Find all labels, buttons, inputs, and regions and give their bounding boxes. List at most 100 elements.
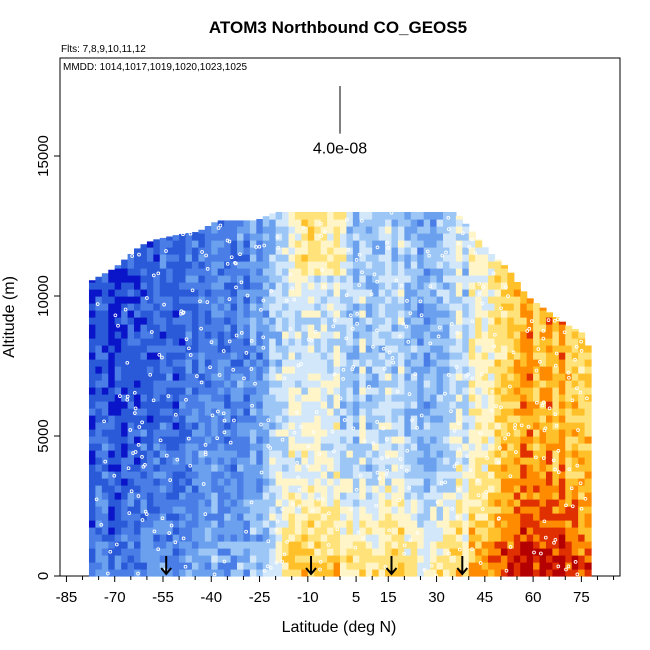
heatmap-cell: [558, 471, 566, 479]
heatmap-cell: [191, 380, 199, 388]
heatmap-cell: [417, 282, 425, 290]
heatmap-cell: [481, 331, 489, 339]
heatmap-cell: [224, 240, 232, 248]
heatmap-cell: [340, 457, 348, 465]
heatmap-cell: [539, 394, 547, 402]
heatmap-cell: [320, 373, 328, 381]
heatmap-cell: [95, 541, 103, 549]
heatmap-cell: [108, 282, 116, 290]
heatmap-cell: [159, 436, 167, 444]
heatmap-cell: [185, 499, 193, 507]
heatmap-cell: [127, 254, 135, 262]
heatmap-cell: [533, 450, 541, 458]
heatmap-cell: [146, 331, 154, 339]
heatmap-cell: [565, 520, 573, 528]
heatmap-cell: [513, 394, 521, 402]
heatmap-cell: [320, 415, 328, 423]
heatmap-cell: [507, 401, 515, 409]
heatmap-cell: [352, 520, 360, 528]
heatmap-cell: [179, 394, 187, 402]
heatmap-cell: [146, 513, 154, 521]
heatmap-cell: [397, 331, 405, 339]
heatmap-cell: [243, 443, 251, 451]
heatmap-cell: [146, 352, 154, 360]
heatmap-cell: [153, 520, 161, 528]
track-point: [554, 351, 559, 356]
heatmap-cell: [88, 345, 97, 353]
heatmap-cell: [185, 261, 193, 269]
heatmap-cell: [314, 401, 322, 409]
heatmap-cell: [217, 387, 225, 395]
heatmap-cell: [320, 303, 328, 311]
heatmap-cell: [526, 366, 534, 374]
heatmap-cell: [417, 219, 425, 227]
heatmap-cell: [101, 282, 109, 290]
heatmap-cell: [204, 317, 212, 325]
track-point: [268, 446, 273, 450]
heatmap-cell: [475, 429, 483, 437]
heatmap-cell: [327, 513, 335, 521]
heatmap-cell: [365, 394, 373, 402]
heatmap-cell: [134, 548, 142, 556]
heatmap-cell: [146, 366, 154, 374]
heatmap-cell: [352, 541, 360, 549]
heatmap-cell: [391, 317, 399, 325]
heatmap-cell: [237, 331, 245, 339]
heatmap-cell: [230, 548, 238, 556]
heatmap-cell: [481, 373, 489, 381]
track-point: [351, 426, 356, 431]
heatmap-cell: [365, 317, 373, 325]
heatmap-cell: [166, 240, 174, 248]
heatmap-cell: [449, 541, 457, 549]
heatmap-cell: [359, 422, 367, 430]
heatmap-cell: [475, 359, 483, 367]
track-point: [579, 349, 584, 353]
heatmap-cell: [378, 555, 386, 563]
heatmap-cell: [365, 268, 373, 276]
heatmap-cell: [198, 303, 206, 311]
heatmap-cell: [256, 534, 264, 542]
heatmap-cell: [346, 464, 354, 472]
heatmap-cell: [166, 541, 174, 549]
heatmap-cell: [159, 394, 167, 402]
heatmap-cell: [500, 457, 508, 465]
heatmap-cell: [397, 324, 405, 332]
heatmap-cell: [352, 492, 360, 500]
heatmap-cell: [436, 282, 444, 290]
track-point: [511, 350, 516, 355]
heatmap-cell: [558, 562, 566, 570]
track-point: [257, 244, 262, 249]
heatmap-cell: [121, 534, 129, 542]
heatmap-cell: [288, 247, 296, 255]
heatmap-cell: [108, 506, 116, 514]
heatmap-cell: [333, 268, 341, 276]
heatmap-cell: [533, 387, 541, 395]
heatmap-cell: [558, 324, 566, 332]
heatmap-cell: [449, 338, 457, 346]
heatmap-cell: [230, 303, 238, 311]
heatmap-cell: [237, 303, 245, 311]
heatmap-cell: [217, 464, 225, 472]
heatmap-cell: [507, 331, 515, 339]
heatmap-cell: [211, 282, 219, 290]
heatmap-cell: [153, 380, 161, 388]
heatmap-cell: [513, 380, 521, 388]
heatmap-cell: [520, 331, 528, 339]
heatmap-cell: [230, 282, 238, 290]
heatmap-cell: [294, 506, 302, 514]
track-point: [266, 418, 271, 423]
heatmap-cell: [404, 457, 412, 465]
heatmap-cell: [88, 401, 97, 409]
track-point: [204, 253, 208, 258]
heatmap-cell: [159, 520, 167, 528]
track-point: [354, 258, 359, 262]
heatmap-cell: [352, 275, 360, 283]
track-point: [578, 481, 583, 486]
heatmap-cell: [127, 415, 135, 423]
flight-track-points: [94, 210, 589, 578]
heatmap-cell: [391, 569, 399, 577]
heatmap-cell: [314, 296, 322, 304]
heatmap-cell: [430, 520, 438, 528]
heatmap-cell: [449, 443, 457, 451]
heatmap-cell: [520, 303, 528, 311]
